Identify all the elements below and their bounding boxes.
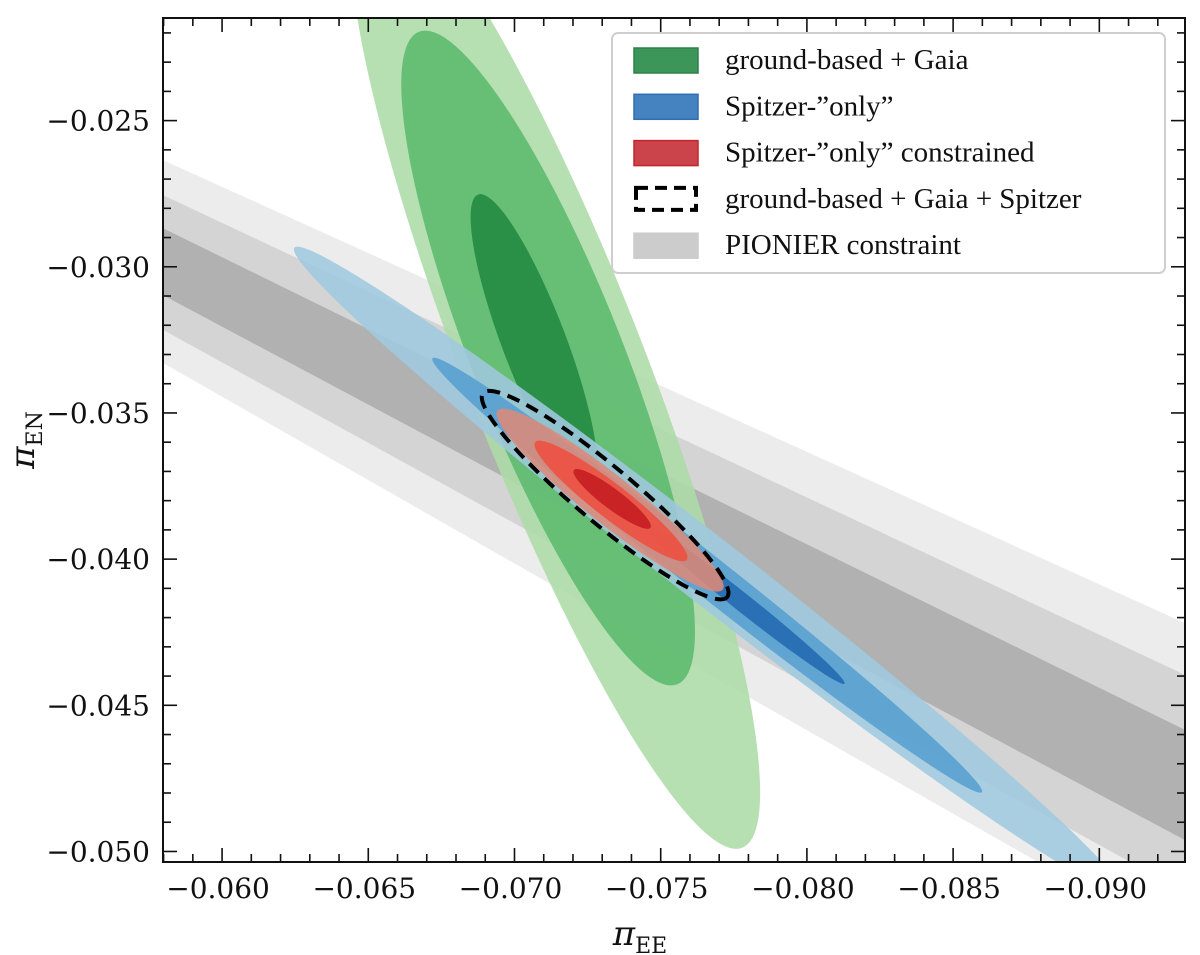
contour-series-3-level-3 <box>573 468 651 529</box>
tick-labels: −0.060 −0.065 −0.070 −0.075 −0.080 −0.085 −0.0… <box>46 105 1147 905</box>
legend: ground-based + Gaia Spitzer-”only” Spitzer… <box>611 32 1166 274</box>
legend-swatch <box>633 93 699 121</box>
axis-ticks <box>162 18 1185 862</box>
legend-label: Spitzer-”only” constrained <box>725 137 1035 169</box>
contour-series-1-level-3 <box>470 194 598 491</box>
legend-label: ground-based + Gaia + Spitzer <box>725 183 1082 215</box>
y-tick-label: −0.035 <box>46 397 150 430</box>
legend-label: PIONIER constraint <box>725 229 961 261</box>
x-tick-label: −0.080 <box>751 872 855 905</box>
legend-label: ground-based + Gaia <box>725 44 969 76</box>
y-tick-label: −0.030 <box>46 251 150 284</box>
plot-frame <box>162 17 1186 863</box>
x-tick-label: −0.065 <box>312 872 416 905</box>
x-axis-label-subscript: EE <box>635 934 667 955</box>
contour-series-4-level-1 <box>479 388 731 602</box>
x-tick-label: −0.090 <box>1044 872 1148 905</box>
x-tick-label: −0.075 <box>605 872 709 905</box>
legend-box <box>611 32 1166 274</box>
x-tick-label: −0.070 <box>459 872 563 905</box>
y-tick-label: −0.045 <box>46 689 150 722</box>
legend-label: Spitzer-”only” <box>725 90 894 122</box>
x-tick-label: −0.085 <box>897 872 1001 905</box>
x-axis-label-symbol: π <box>612 914 636 954</box>
x-axis-label: πEE <box>612 914 667 955</box>
y-tick-label: −0.050 <box>46 835 150 868</box>
y-axis-label-symbol: π <box>3 446 43 470</box>
x-tick-label: −0.060 <box>166 872 270 905</box>
legend-swatch-dashed <box>634 185 698 212</box>
legend-swatch <box>633 47 699 74</box>
y-axis-label-subscript: EN <box>23 411 48 446</box>
y-tick-label: −0.040 <box>46 543 150 576</box>
plot-area <box>163 18 1185 862</box>
legend-swatch <box>633 232 699 259</box>
y-tick-label: −0.025 <box>46 105 150 138</box>
y-axis-label: πEN <box>3 411 48 470</box>
legend-swatch <box>633 139 699 167</box>
